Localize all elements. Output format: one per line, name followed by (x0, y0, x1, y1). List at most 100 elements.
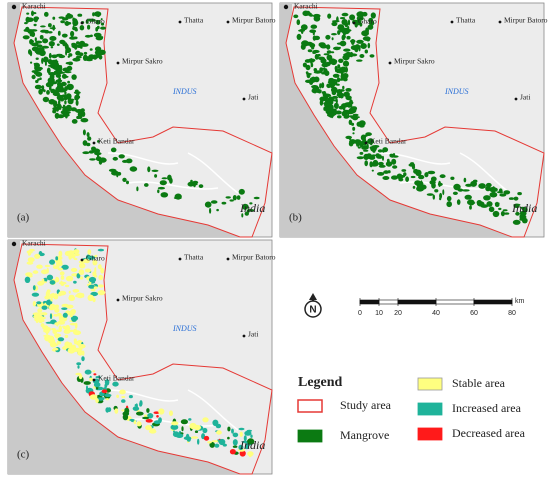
map-patch (227, 426, 231, 432)
map-patch (427, 170, 436, 175)
map-patch (33, 62, 39, 66)
map-patch (136, 186, 139, 192)
map-patch (41, 57, 44, 64)
map-patch (352, 132, 355, 135)
map-patch (340, 17, 346, 20)
map-patch (300, 43, 306, 50)
map-patch (92, 12, 95, 17)
map-patch (311, 85, 319, 89)
map-patch (68, 61, 73, 66)
map-patch (401, 169, 407, 172)
map-patch (209, 441, 215, 448)
map-patch (76, 362, 82, 366)
map-patch (61, 307, 68, 310)
map-patch (410, 175, 416, 179)
place-label: Mirpur Batoro (504, 16, 548, 25)
map-patch (424, 172, 429, 178)
map-patch (112, 381, 119, 387)
map-patch (55, 256, 59, 261)
map-patch (38, 88, 43, 95)
map-patch (58, 16, 65, 19)
map-patch (36, 44, 43, 48)
map-patch (73, 91, 81, 95)
map-patch (58, 250, 63, 257)
map-patch (416, 185, 425, 192)
map-patch (328, 110, 331, 114)
map-patch (337, 64, 341, 69)
map-patch (300, 24, 308, 31)
study-area (13, 6, 273, 238)
map-patch (41, 269, 49, 275)
map-patch (330, 51, 335, 54)
map-patch (338, 46, 341, 49)
map-patch (56, 340, 62, 345)
scale-label: 60 (470, 310, 478, 317)
map-patch (56, 103, 62, 109)
map-patch (367, 24, 374, 30)
map-patch (34, 37, 37, 42)
map-patch (87, 24, 91, 30)
map-patch (315, 89, 322, 93)
place-label: Jati (248, 330, 258, 339)
map-patch (81, 111, 86, 117)
map-patch (456, 199, 461, 205)
map-patch (49, 313, 53, 320)
map-patch (198, 184, 204, 189)
scale-label: 40 (432, 310, 440, 317)
map-patch (356, 11, 365, 18)
map-patch (78, 374, 83, 380)
map-patch (194, 424, 201, 431)
map-patch (318, 56, 326, 61)
map-patch (362, 11, 368, 17)
map-patch (63, 75, 69, 79)
map-patch (61, 33, 68, 38)
map-patch (88, 284, 96, 289)
map-patch (147, 413, 154, 419)
map-patch (296, 19, 301, 26)
map-patch (35, 318, 39, 324)
map-patch (146, 408, 150, 413)
map-patch (180, 419, 188, 425)
map-patch (74, 253, 80, 257)
map-patch (434, 189, 439, 193)
map-patch (227, 436, 230, 440)
map-patch (49, 36, 57, 41)
sea (8, 3, 240, 237)
map-patch (319, 67, 324, 70)
map-patch (426, 193, 434, 196)
map-patch (75, 372, 82, 376)
map-patch (364, 160, 368, 167)
map-patch (75, 109, 84, 113)
place-dot (226, 257, 230, 261)
map-patch (48, 99, 53, 104)
map-patch (348, 119, 353, 125)
creek (107, 152, 239, 194)
map-patch (519, 206, 526, 209)
legend-swatch (297, 429, 323, 443)
map-patch (40, 312, 48, 316)
map-patch (359, 151, 364, 155)
map-patch (63, 97, 68, 100)
map-patch (335, 98, 338, 104)
map-patch (122, 177, 127, 182)
place-label: Gharo (358, 17, 377, 26)
map-patch (344, 51, 353, 58)
place-label: Karachi (22, 239, 46, 248)
map-patch (40, 281, 48, 284)
map-patch (517, 192, 522, 196)
map-patch (129, 166, 138, 172)
map-patch (30, 29, 38, 32)
place-dot (178, 20, 182, 24)
map-patch (366, 37, 370, 42)
map-patch (53, 66, 60, 70)
map-patch (243, 435, 247, 442)
map-patch (95, 398, 99, 404)
map-patch (345, 88, 352, 92)
map-patch (330, 59, 337, 66)
map-patch (69, 294, 74, 298)
map-patch (68, 342, 73, 348)
map-patch (313, 70, 322, 74)
map-patch (236, 195, 241, 200)
map-patch (133, 420, 137, 425)
map-patch (87, 249, 92, 255)
